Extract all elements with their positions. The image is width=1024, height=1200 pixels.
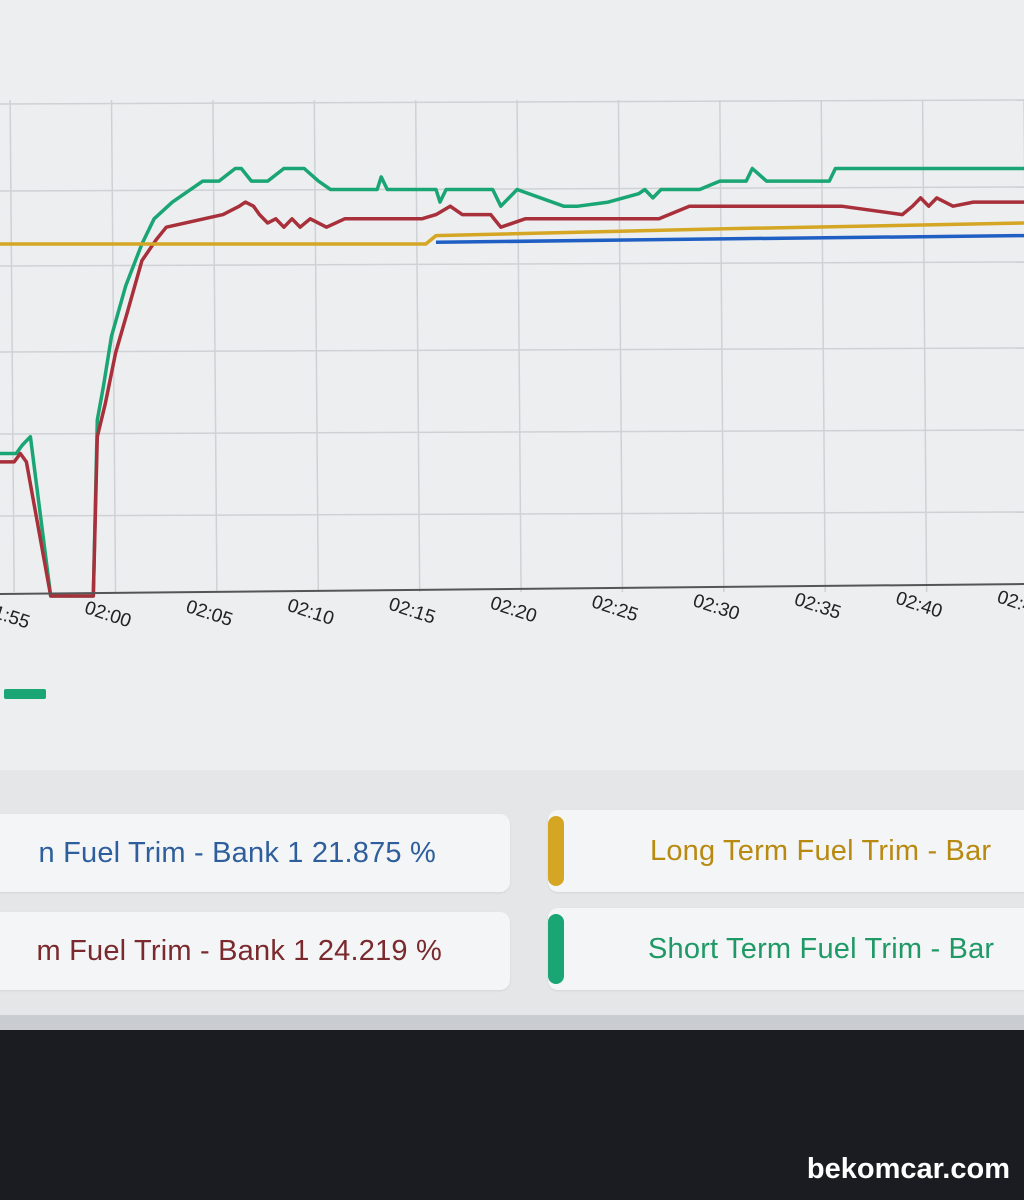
- sensor-card-1[interactable]: n Fuel Trim - Bank 1 21.875 %: [0, 814, 510, 892]
- grid-line-vertical: [212, 99, 218, 593]
- x-tick-label: 02:43: [994, 587, 1024, 622]
- sensor-card-4[interactable]: Short Term Fuel Trim - Bar: [548, 908, 1024, 990]
- x-tick-label: 02:30: [690, 590, 742, 625]
- grid-line-vertical: [414, 99, 421, 593]
- sensor-value-panel: n Fuel Trim - Bank 1 21.875 % Long Term …: [0, 770, 1024, 1015]
- x-axis-ticks: 01:55 02:00 02:05 02:10 02:15 02:20 02:25 02:30…: [0, 587, 1024, 634]
- grid-line-vertical: [516, 99, 522, 593]
- grid-line-horizontal: [0, 347, 1024, 353]
- grid-line-horizontal: [0, 99, 1024, 105]
- phone-screen: 01:55 02:00 02:05 02:10 02:15 02:20 02:25 02:30…: [0, 0, 1024, 1030]
- sensor-color-bar: [548, 816, 564, 886]
- x-tick-label: 02:40: [893, 588, 945, 623]
- sensor-card-3-label: m Fuel Trim - Bank 1 24.219 %: [36, 934, 442, 967]
- x-tick-label: 02:25: [589, 592, 641, 627]
- grid-line-vertical: [820, 99, 826, 593]
- grid-line-vertical: [9, 99, 15, 593]
- series-line-2: [0, 196, 1024, 598]
- grid-line-vertical: [110, 99, 117, 593]
- series-line-4: [435, 233, 1024, 245]
- chart-series: [0, 166, 1024, 598]
- sensor-card-3[interactable]: m Fuel Trim - Bank 1 24.219 %: [0, 912, 510, 990]
- x-tick-label: 02:00: [82, 598, 134, 633]
- sensor-card-2-label: Long Term Fuel Trim - Bar: [650, 834, 992, 867]
- x-tick-label: 02:15: [386, 594, 438, 629]
- grid-line-vertical: [719, 99, 725, 593]
- screen-bezel-edge: [0, 1015, 1024, 1030]
- x-tick-label: 01:55: [0, 599, 32, 634]
- watermark: bekomcar.com: [806, 1153, 1010, 1185]
- x-tick-label: 02:10: [285, 595, 337, 630]
- legend-color-swatch: [4, 689, 46, 699]
- sensor-card-4-label: Short Term Fuel Trim - Bar: [648, 932, 995, 965]
- x-tick-label: 02:35: [792, 589, 844, 624]
- x-tick-label: 02:05: [183, 596, 235, 631]
- grid-line-horizontal: [0, 186, 1024, 192]
- series-line-3: [0, 221, 1024, 246]
- grid-line-horizontal: [0, 261, 1024, 267]
- x-axis-line: [0, 583, 1024, 595]
- sensor-color-bar: [548, 914, 564, 984]
- series-line-1: [0, 166, 1024, 598]
- grid-line-vertical: [313, 99, 320, 593]
- grid-line-vertical: [921, 99, 928, 593]
- chart-grid: [0, 99, 1024, 593]
- grid-line-horizontal: [0, 429, 1024, 435]
- sensor-card-2[interactable]: Long Term Fuel Trim - Bar: [548, 810, 1024, 892]
- sensor-card-1-label: n Fuel Trim - Bank 1 21.875 %: [38, 836, 436, 869]
- fuel-trim-chart: 01:55 02:00 02:05 02:10 02:15 02:20 02:25 02:30…: [0, 99, 1024, 634]
- grid-line-vertical: [617, 99, 624, 593]
- x-tick-label: 02:20: [488, 593, 540, 628]
- grid-line-horizontal: [0, 511, 1024, 517]
